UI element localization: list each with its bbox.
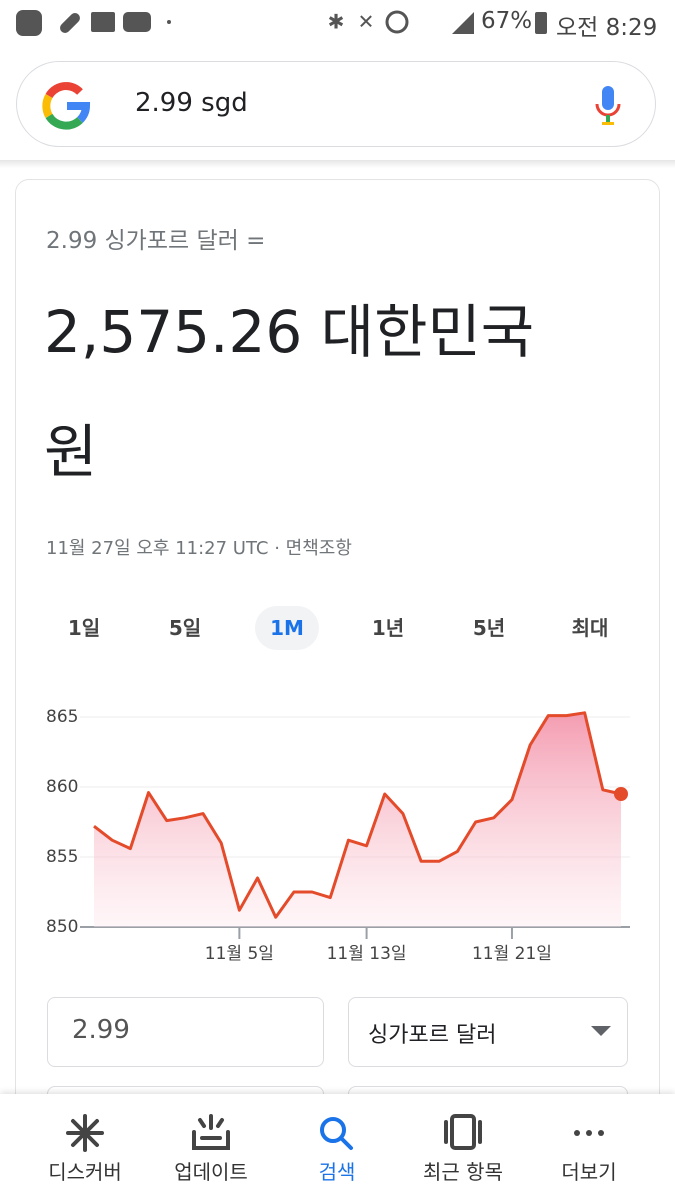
- nav-label[interactable]: 디스커버: [48, 1160, 122, 1184]
- y-tick-label: 860: [46, 777, 78, 797]
- x-tick-label: 11월 21일: [472, 944, 552, 964]
- dropdown-arrow: [591, 1026, 611, 1036]
- nav-label[interactable]: 더보기: [561, 1160, 617, 1184]
- currency-select[interactable]: [348, 997, 628, 1067]
- range-tab[interactable]: 5일: [168, 616, 202, 640]
- nav-icons: [66, 1114, 604, 1152]
- currency-value[interactable]: 싱가포르 달러: [368, 1023, 497, 1048]
- y-tick-label: 855: [46, 847, 78, 867]
- clock: 오전 8:29: [556, 15, 658, 41]
- app-icon: [16, 10, 42, 36]
- x-tick-label: 11월 13일: [327, 944, 407, 964]
- nav-label[interactable]: 최근 항목: [423, 1160, 503, 1184]
- video-icon: [123, 12, 151, 32]
- range-tab[interactable]: 5년: [472, 616, 506, 640]
- timestamp[interactable]: 11월 27일 오후 11:27 UTC · 면책조항: [46, 538, 352, 559]
- battery-icon: [535, 12, 547, 34]
- dot: [167, 20, 171, 24]
- y-tick-label: 865: [46, 707, 78, 727]
- chart: 850 855 860 865 11월 5일 11월 13일 11월 21일: [46, 707, 630, 964]
- pill-icon: [60, 13, 80, 33]
- range-tab[interactable]: 1일: [67, 616, 101, 640]
- search-icon[interactable]: [320, 1117, 353, 1150]
- range-tab[interactable]: 최대: [571, 616, 609, 640]
- signal-icon: [452, 12, 474, 34]
- mic-icon[interactable]: [592, 84, 624, 128]
- bluetooth-icon: ✱: [328, 10, 345, 34]
- more-icon[interactable]: [574, 1130, 604, 1136]
- line: [93, 711, 622, 919]
- last-point: [614, 787, 628, 801]
- nav-label[interactable]: 검색: [318, 1160, 356, 1184]
- recent-icon[interactable]: [444, 1114, 482, 1150]
- header-shadow: [0, 160, 675, 168]
- nav-label[interactable]: 업데이트: [174, 1160, 248, 1184]
- updates-icon[interactable]: [192, 1114, 230, 1150]
- amount-value[interactable]: 2.99: [72, 1015, 130, 1045]
- discover-icon[interactable]: [66, 1114, 104, 1152]
- alarm-icon: [385, 10, 409, 34]
- range-tab[interactable]: 1년: [371, 616, 405, 640]
- x-tick-label: 11월 5일: [205, 944, 274, 964]
- battery-level: 67%: [481, 8, 533, 34]
- search-box[interactable]: [16, 61, 656, 147]
- search-query[interactable]: 2.99 sgd: [135, 88, 248, 118]
- status-bar: ✱ ✕: [16, 10, 547, 36]
- y-tick-label: 850: [46, 917, 78, 937]
- source-amount: 2.99 싱가포르 달러 =: [46, 228, 266, 254]
- mute-icon: ✕: [358, 10, 375, 34]
- range-tab[interactable]: 1M: [255, 606, 319, 650]
- area: [94, 712, 621, 927]
- converted-amount: 2,575.26 대한민국 원: [44, 298, 535, 486]
- amount-input[interactable]: [47, 997, 324, 1067]
- image-icon: [91, 12, 115, 32]
- google-logo: [42, 82, 91, 130]
- bottom-nav: [0, 1094, 675, 1200]
